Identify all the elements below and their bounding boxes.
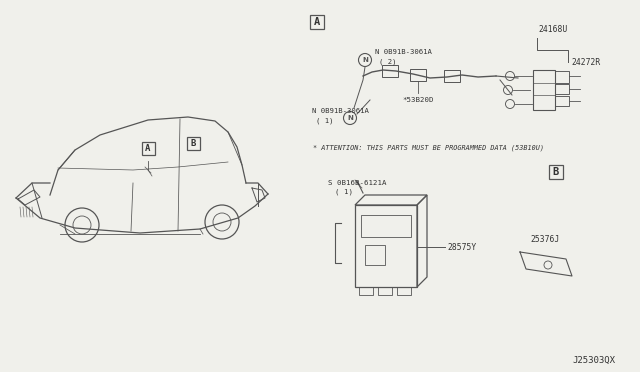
Text: *53B20D: *53B20D — [403, 97, 434, 103]
Bar — [382, 65, 398, 77]
Bar — [359, 287, 373, 295]
Text: N 0B91B-3061A: N 0B91B-3061A — [312, 108, 369, 114]
Text: B: B — [553, 167, 559, 177]
Bar — [365, 245, 385, 265]
Text: B: B — [190, 138, 196, 148]
Bar — [549, 165, 563, 179]
Bar — [310, 15, 324, 29]
Bar — [397, 287, 411, 295]
Text: A: A — [314, 17, 320, 27]
Bar — [555, 96, 569, 106]
Bar — [378, 287, 392, 295]
Text: 28575Y: 28575Y — [447, 243, 476, 251]
Bar — [361, 215, 411, 237]
Bar — [444, 70, 460, 82]
Text: 24272R: 24272R — [571, 58, 600, 67]
Bar — [186, 137, 200, 150]
Text: 25376J: 25376J — [531, 235, 559, 244]
Text: N: N — [362, 57, 368, 63]
Text: ( 1): ( 1) — [335, 188, 353, 195]
Text: N 0B91B-3061A: N 0B91B-3061A — [375, 49, 432, 55]
Bar — [355, 205, 417, 287]
Text: S 0B16B-6121A: S 0B16B-6121A — [328, 180, 387, 186]
Bar — [533, 70, 555, 110]
Text: N: N — [347, 115, 353, 121]
Text: ( 1): ( 1) — [316, 117, 333, 124]
Text: 24168U: 24168U — [538, 25, 568, 34]
Bar — [555, 84, 569, 94]
Bar — [410, 69, 426, 81]
Text: J25303QX: J25303QX — [572, 356, 615, 365]
Bar — [555, 71, 569, 83]
Bar — [141, 141, 154, 154]
Text: * ATTENTION: THIS PARTS MUST BE PROGRAMMED DATA (53B10U): * ATTENTION: THIS PARTS MUST BE PROGRAMM… — [313, 145, 544, 151]
Text: A: A — [145, 144, 150, 153]
Text: ( 2): ( 2) — [379, 58, 397, 64]
